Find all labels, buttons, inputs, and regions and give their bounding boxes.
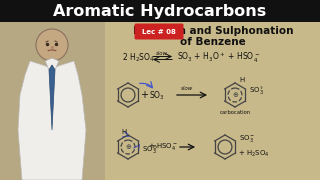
Text: SO$_3$: SO$_3$ (149, 90, 165, 102)
FancyBboxPatch shape (0, 0, 320, 22)
Text: Nitration and Sulphonation: Nitration and Sulphonation (133, 26, 293, 36)
Text: SO$_3^{\Theta}$: SO$_3^{\Theta}$ (142, 143, 157, 157)
Text: +: + (140, 90, 148, 100)
Text: H: H (239, 77, 244, 83)
Polygon shape (18, 61, 86, 180)
Text: Aromatic Hydrocarbons: Aromatic Hydrocarbons (53, 3, 267, 19)
Text: Lec # 08: Lec # 08 (142, 28, 176, 35)
Polygon shape (45, 58, 59, 70)
Text: carbocation: carbocation (220, 109, 251, 114)
Text: slow: slow (156, 51, 168, 56)
Polygon shape (49, 65, 55, 130)
FancyBboxPatch shape (134, 24, 183, 39)
Text: SO$_3^{\circ}$: SO$_3^{\circ}$ (249, 85, 264, 97)
FancyBboxPatch shape (0, 22, 105, 180)
Text: H: H (121, 129, 127, 135)
Text: ⊕: ⊕ (125, 144, 131, 150)
Text: SO$_3^-$: SO$_3^-$ (239, 134, 256, 145)
Text: 2 H$_2$SO$_4$: 2 H$_2$SO$_4$ (122, 52, 155, 64)
Text: ⊕: ⊕ (232, 92, 238, 98)
Circle shape (36, 29, 68, 61)
Text: slow: slow (181, 86, 193, 91)
Text: of Benzene: of Benzene (180, 37, 246, 47)
Text: + HSO$_4^-$: + HSO$_4^-$ (148, 141, 178, 152)
Text: SO$_3$ + H$_3$O$^+$ + HSO$_4^-$: SO$_3$ + H$_3$O$^+$ + HSO$_4^-$ (177, 51, 260, 65)
Text: + H$_2$SO$_4$: + H$_2$SO$_4$ (238, 149, 270, 159)
